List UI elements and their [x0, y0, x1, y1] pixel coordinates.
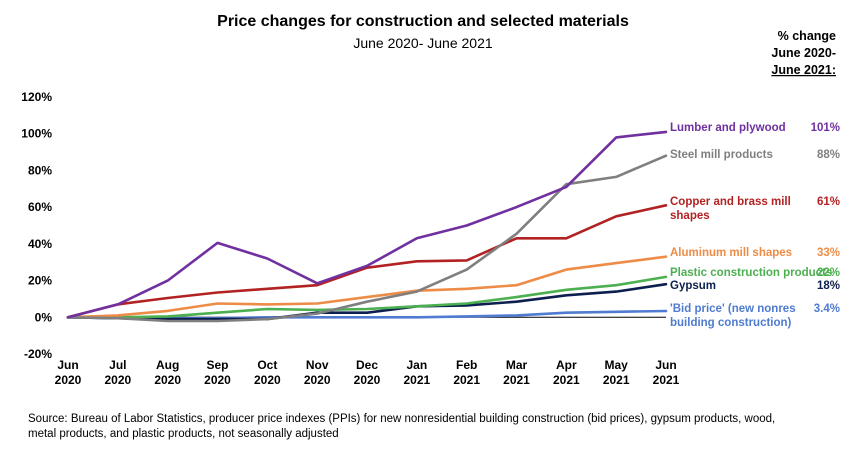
x-tick-month: Feb — [456, 358, 477, 372]
series-change-steel-mill-products: 88% — [817, 149, 840, 161]
series-label-steel-mill-products: Steel mill products — [670, 149, 773, 161]
series-label-gypsum: Gypsum — [670, 280, 716, 292]
x-tick-month: Aug — [156, 358, 179, 372]
x-axis: Jun2020Jul2020Aug2020Sep2020Oct2020Nov20… — [55, 316, 680, 387]
y-tick-label: 0% — [35, 310, 53, 324]
x-tick-month: Oct — [257, 358, 277, 372]
x-tick-month: Nov — [306, 358, 329, 372]
series-label-plastic-construction-products: Plastic construction products — [670, 267, 832, 279]
series-labels: Lumber and plywood 101% Steel mill product… — [670, 122, 840, 329]
series-label-copper-and-brass-mill-shapes: Copper and brass mill — [670, 196, 791, 208]
x-tick-year: 2021 — [453, 373, 480, 387]
x-tick-month: Apr — [556, 358, 577, 372]
chart-title: Price changes for construction and selec… — [217, 13, 629, 30]
x-tick-year: 2021 — [403, 373, 430, 387]
series-label-lumber-and-plywood: Lumber and plywood — [670, 122, 786, 134]
x-tick-year: 2020 — [204, 373, 231, 387]
x-tick-year: 2020 — [104, 373, 131, 387]
x-tick-year: 2021 — [653, 373, 680, 387]
series-line-plastic-construction-products — [66, 275, 668, 319]
series-label-aluminum-mill-shapes: Aluminum mill shapes — [670, 247, 792, 259]
x-tick-month: Sep — [206, 358, 228, 372]
pct-change-header-line3: June 2021: — [771, 63, 836, 77]
pct-change-header-line1: % change — [778, 29, 836, 43]
x-tick-month: Jul — [109, 358, 126, 372]
y-tick-label: 100% — [21, 127, 52, 141]
x-tick-month: Dec — [356, 358, 378, 372]
x-tick-month: Jun — [57, 358, 78, 372]
source-note-line1: Source: Bureau of Labor Statistics, prod… — [28, 413, 775, 425]
series-line-lumber-and-plywood — [66, 130, 668, 319]
pct-change-header-line2: June 2020- — [771, 46, 836, 60]
series-label-bid-price-new-nonres-building-construction: 'Bid price' (new nonres — [670, 303, 796, 315]
series-change-plastic-construction-products: 22% — [817, 267, 840, 279]
series-change-copper-and-brass-mill-shapes: 61% — [817, 196, 840, 208]
x-tick-month: May — [604, 358, 628, 372]
series-change-bid-price-new-nonres-building-construction: 3.4% — [814, 303, 840, 315]
x-tick-year: 2020 — [55, 373, 82, 387]
x-tick-month: Mar — [506, 358, 528, 372]
series-line-gypsum — [66, 282, 668, 321]
series-lines — [66, 130, 668, 323]
chart-subtitle: June 2020- June 2021 — [353, 35, 493, 51]
series-line-copper-and-brass-mill-shapes — [66, 204, 668, 319]
series-change-aluminum-mill-shapes: 33% — [817, 247, 840, 259]
x-tick-year: 2021 — [603, 373, 630, 387]
x-tick-year: 2020 — [354, 373, 381, 387]
x-tick-year: 2021 — [503, 373, 530, 387]
y-tick-label: 80% — [28, 163, 52, 177]
x-tick-year: 2020 — [254, 373, 281, 387]
series-change-gypsum: 18% — [817, 280, 840, 292]
x-tick-year: 2020 — [304, 373, 331, 387]
y-tick-label: 20% — [28, 274, 52, 288]
series-change-lumber-and-plywood: 101% — [811, 122, 840, 134]
y-tick-label: 120% — [21, 90, 52, 104]
y-tick-label: 60% — [28, 200, 52, 214]
x-tick-year: 2021 — [553, 373, 580, 387]
series-label-copper-and-brass-mill-shapes: shapes — [670, 210, 710, 222]
source-note-line2: metal products, and plastic products, no… — [28, 428, 339, 440]
x-tick-month: Jan — [406, 358, 427, 372]
series-line-aluminum-mill-shapes — [66, 255, 668, 319]
series-line-steel-mill-products — [66, 154, 668, 323]
y-tick-label: -20% — [24, 347, 52, 361]
x-tick-month: Jun — [655, 358, 676, 372]
y-tick-label: 40% — [28, 237, 52, 251]
series-label-bid-price-new-nonres-building-construction: building construction) — [670, 317, 792, 329]
x-tick-year: 2020 — [154, 373, 181, 387]
y-axis: -20% 0% 20% 40% 60% 80% 100% 120% — [21, 90, 52, 361]
